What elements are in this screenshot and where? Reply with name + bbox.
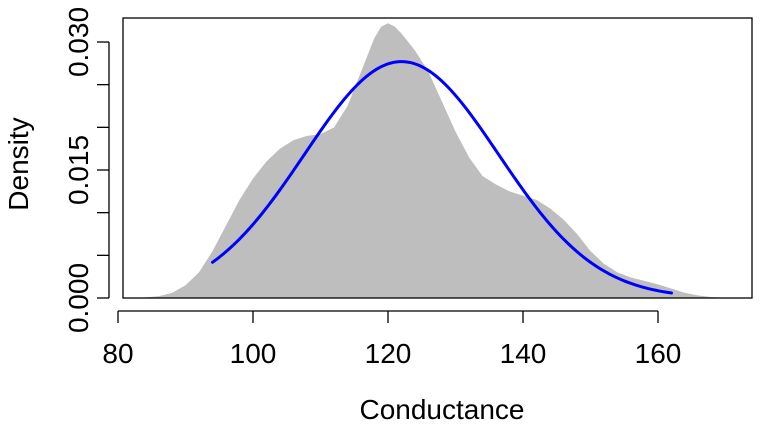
normal-curve (211, 60, 673, 295)
x-axis-label: Conductance (359, 394, 524, 425)
y-axis: 0.000 0.015 0.030 (63, 7, 110, 333)
x-axis: 80 100 120 140 160 (102, 310, 682, 369)
x-tick-label: 160 (635, 338, 682, 369)
y-tick-label: 0.000 (63, 263, 94, 333)
y-tick-label: 0.015 (63, 135, 94, 205)
density-area-layer (138, 23, 733, 298)
x-tick-label: 120 (365, 338, 412, 369)
density-area (138, 23, 733, 298)
normal-curve-layer (211, 60, 673, 295)
x-tick-label: 140 (500, 338, 547, 369)
x-tick-label: 80 (102, 338, 133, 369)
plot-frame (122, 17, 753, 299)
y-tick-label: 0.030 (63, 7, 94, 77)
x-tick-label: 100 (230, 338, 277, 369)
y-axis-label: Density (3, 117, 34, 210)
